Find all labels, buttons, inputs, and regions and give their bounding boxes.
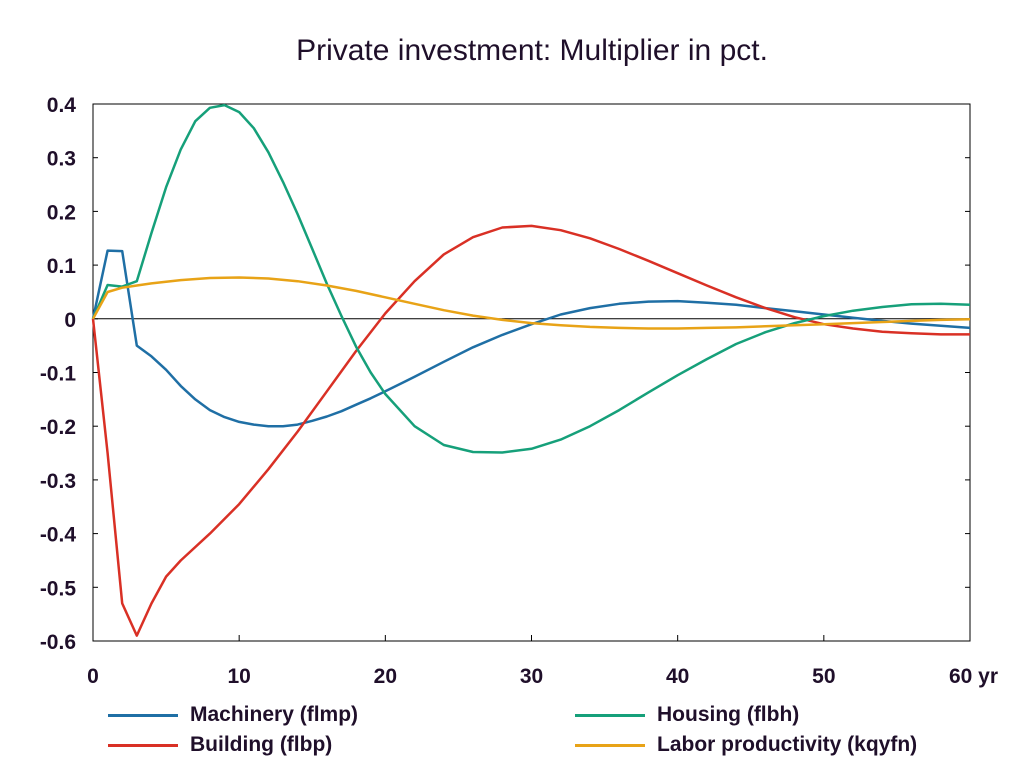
series-line-labor: [91, 276, 971, 330]
y-tick-label: -0.4: [40, 524, 77, 547]
x-tick-label: 0: [87, 665, 99, 688]
x-tick-label: 30: [520, 665, 543, 688]
series-line-building: [91, 224, 970, 637]
y-tick-label: -0.1: [40, 363, 77, 386]
series-line-housing: [91, 103, 971, 454]
x-tick-label: 60 yr: [949, 665, 998, 688]
y-tick-label: 0: [64, 309, 76, 332]
chart-title: Private investment: Multiplier in pct.: [296, 34, 768, 67]
y-tick-label: 0.1: [47, 255, 77, 278]
x-tick-label: 20: [374, 665, 397, 688]
y-tick-label: -0.5: [40, 577, 77, 600]
y-tick-label: 0.2: [47, 201, 76, 224]
x-tick-label: 10: [227, 665, 250, 688]
y-tick-label: 0.3: [47, 148, 76, 171]
x-tick-label: 50: [812, 665, 835, 688]
plot-frame: [92, 103, 971, 642]
y-tick-label: -0.6: [40, 631, 76, 654]
series-line-machinery: [91, 249, 971, 428]
y-tick-label: -0.2: [40, 416, 76, 439]
y-tick-label: 0.4: [47, 94, 77, 117]
y-tick-label: -0.3: [40, 470, 76, 493]
x-tick-label: 40: [666, 665, 689, 688]
